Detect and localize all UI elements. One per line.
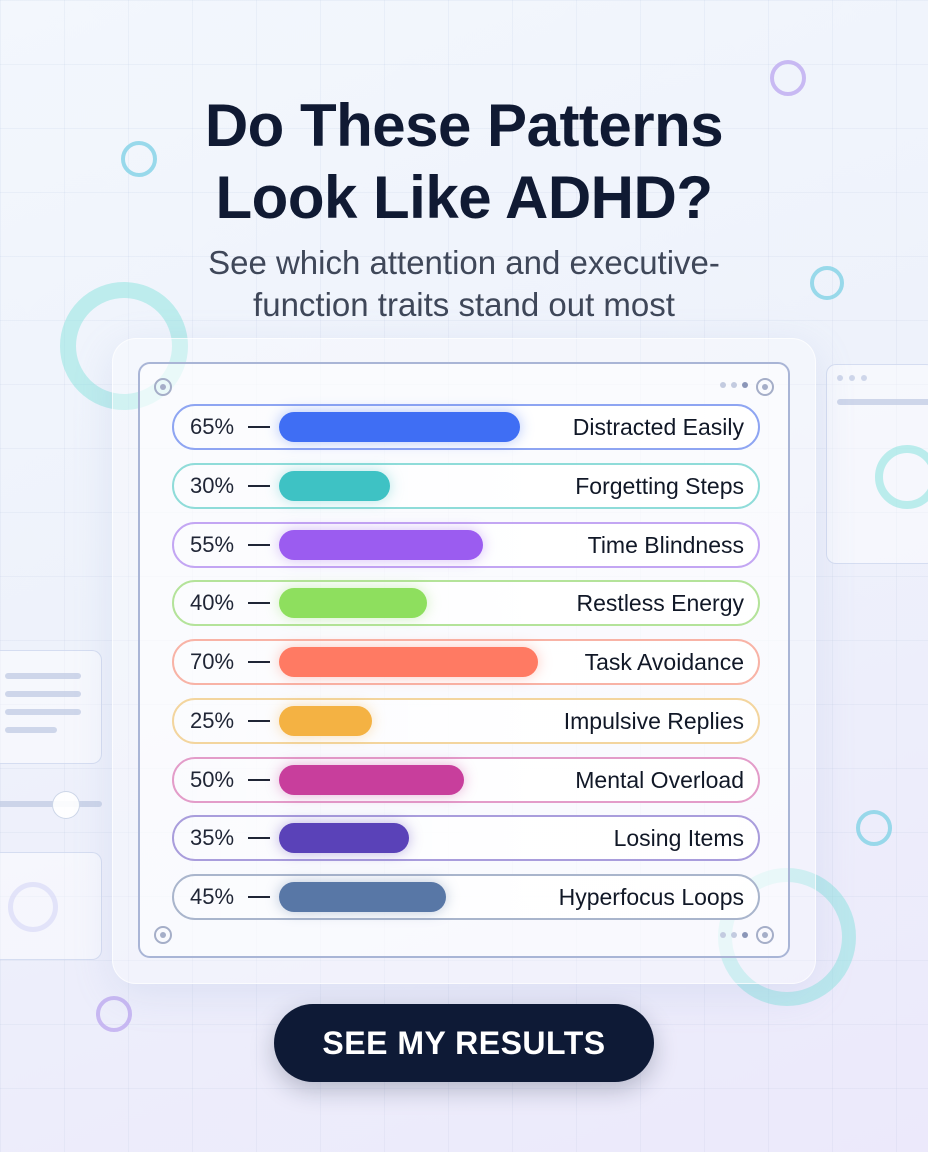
dash-separator [248,661,270,663]
bar-track [279,705,649,736]
bar-row: 70% Task Avoidance [172,639,760,685]
window-dots-icon [720,932,748,938]
category-label: Impulsive Replies [563,707,744,734]
bar-track [279,823,649,854]
bar-value-label: 45% [190,884,235,909]
dash-separator [248,719,270,722]
bar-value-label: 65% [190,414,235,439]
decor-ring-small [770,60,806,96]
bar-track [279,882,649,912]
corner-target-icon [154,378,172,396]
bar-losing-items [279,823,409,854]
decor-ring-small [96,996,132,1032]
decor-ghost-window-right [826,364,928,564]
bar-track [279,470,649,501]
bar-row: 50% Mental Overload [172,756,760,803]
decor-ring-small [810,266,844,300]
decor-ring-small [121,141,157,177]
bar-value-label: 25% [190,707,235,733]
title-line-2: Look Like ADHD? [215,164,713,231]
decor-ghost-slider [0,801,102,807]
subtitle-line-2: function traits stand out most [253,286,675,323]
bar-restless-energy [279,588,427,619]
decor-ghost-panel-left [0,650,102,764]
bar-value-label: 70% [190,649,235,674]
bar-value-label: 30% [190,472,235,498]
corner-target-icon [154,926,172,944]
category-label: Forgetting Steps [575,472,744,499]
bar-distracted-easily [279,412,520,442]
category-label: Restless Energy [576,590,744,617]
category-label: Task Avoidance [584,649,744,675]
category-label: Time Blindness [587,531,744,558]
page-title: Do These Patterns Look Like ADHD? [0,90,928,234]
bar-value-label: 55% [190,531,235,557]
bar-impulsive-replies [279,705,372,736]
bar-row: 25% Impulsive Replies [172,697,760,744]
bar-track [279,529,649,560]
title-line-1: Do These Patterns [204,92,724,159]
bar-row: 65% Distracted Easily [172,404,760,450]
dash-separator [248,778,270,781]
dash-separator [248,426,270,428]
bar-value-label: 40% [190,590,235,616]
dash-separator [248,543,270,546]
bar-row: 30% Forgetting Steps [172,462,760,509]
decor-ring-small [8,882,58,932]
bar-row: 55% Time Blindness [172,521,760,568]
bar-time-blindness [279,529,483,560]
bar-chart: 65% Distracted Easily 30% Forgetting Steps 5… [172,404,760,933]
dash-separator [248,896,270,898]
bar-track [279,412,649,442]
subtitle-line-1: See which attention and executive- [208,244,720,281]
bar-track [279,764,649,795]
bar-track [279,647,649,677]
dash-separator [248,837,270,840]
bar-task-avoidance [279,647,538,677]
bar-row: 35% Losing Items [172,815,760,862]
bar-hyperfocus-loops [279,882,446,912]
bar-track [279,588,649,619]
window-dots-icon [720,382,748,388]
corner-target-icon [756,926,774,944]
decor-ring-small [856,810,892,846]
dash-separator [248,602,270,605]
dash-separator [248,484,270,487]
corner-target-icon [756,378,774,396]
decor-ghost-panel-left-bottom [0,852,102,960]
bar-value-label: 35% [190,825,235,851]
see-results-button[interactable]: SEE MY RESULTS [274,1004,654,1082]
category-label: Losing Items [613,825,744,852]
page-subtitle: See which attention and executive- funct… [0,242,928,326]
bar-forgetting-steps [279,470,390,501]
category-label: Mental Overload [575,766,744,793]
category-label: Hyperfocus Loops [558,884,744,910]
category-label: Distracted Easily [572,414,744,440]
decor-ghost-slider-knob [52,791,80,819]
bar-mental-overload [279,764,464,795]
bar-value-label: 50% [190,766,235,792]
bar-row: 40% Restless Energy [172,580,760,627]
bar-row: 45% Hyperfocus Loops [172,874,760,920]
